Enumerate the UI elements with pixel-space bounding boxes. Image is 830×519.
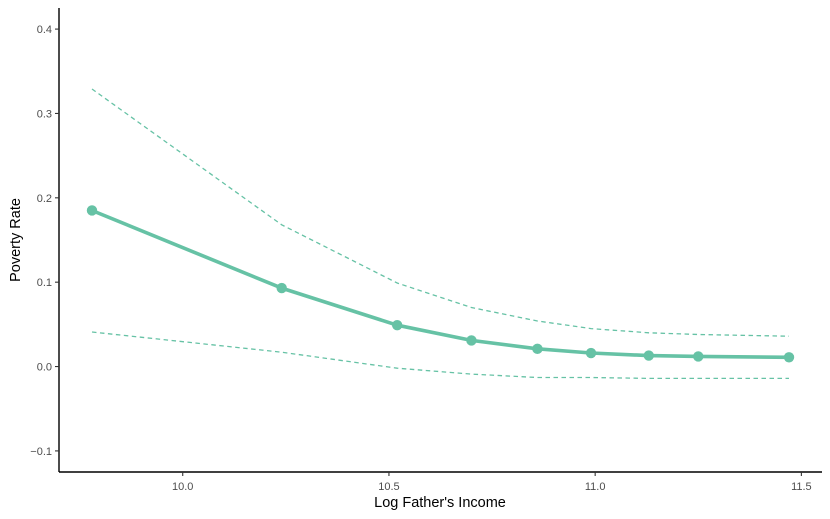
data-point [86, 205, 98, 216]
data-point [693, 351, 704, 362]
x-tick-label: 11.0 [585, 481, 606, 493]
upper-bound-line [91, 88, 790, 337]
lower-bound-line [91, 331, 789, 380]
y-tick-label: 0.3 [37, 108, 52, 120]
x-tick-label: 10.0 [172, 481, 193, 493]
data-point [783, 352, 795, 363]
data-point [466, 335, 477, 346]
y-tick-label: 0.2 [37, 193, 52, 205]
y-axis-title: Poverty Rate [8, 198, 24, 282]
y-tick-label: 0.1 [37, 277, 52, 289]
y-tick-label: −0.1 [30, 446, 52, 458]
y-tick-label: 0.0 [37, 362, 52, 374]
estimate-line [90, 208, 791, 360]
axes [58, 8, 822, 473]
axis-ticks: 10.0 10.5 11.0 11.5 −0.1 0.0 0.1 0.2 0.3 0.4 [30, 24, 811, 493]
data-point [585, 347, 597, 359]
y-tick-label: 0.4 [37, 24, 52, 36]
plot-area [86, 88, 795, 380]
data-point [391, 320, 403, 331]
data-point [643, 350, 654, 361]
data-point [532, 343, 543, 355]
data-point [276, 282, 287, 294]
x-tick-label: 11.5 [791, 481, 812, 493]
x-axis-title: Log Father's Income [374, 495, 506, 511]
x-tick-label: 10.5 [378, 481, 399, 493]
